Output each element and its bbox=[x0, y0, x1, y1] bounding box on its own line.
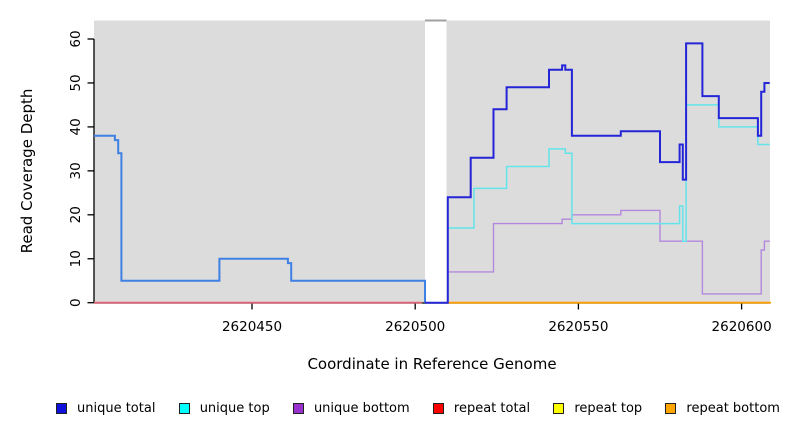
legend-item: unique bottom bbox=[292, 400, 410, 416]
legend-label: repeat bottom bbox=[686, 400, 780, 416]
x-tick-label: 2620550 bbox=[548, 319, 608, 335]
legend-item: repeat total bbox=[432, 400, 531, 416]
legend-swatch bbox=[665, 402, 677, 414]
x-axis-title: Coordinate in Reference Genome bbox=[307, 355, 556, 373]
series-line-unique-total-left-of-gap- bbox=[94, 134, 426, 303]
legend-swatch bbox=[432, 402, 444, 414]
gap-top-cap bbox=[424, 19, 447, 22]
x-tick-label: 2620450 bbox=[222, 319, 282, 335]
x-tick-label: 2620500 bbox=[385, 319, 445, 335]
legend-label: unique top bbox=[199, 400, 270, 416]
chart-legend: unique total unique top unique bottom repea… bbox=[0, 397, 792, 419]
x-tick-label: 2620600 bbox=[712, 319, 772, 335]
no-data-gap-band bbox=[424, 19, 447, 304]
legend-swatch bbox=[553, 402, 565, 414]
legend-swatch bbox=[178, 402, 190, 414]
y-tick-label: 20 bbox=[68, 206, 84, 223]
legend-item: repeat top bbox=[553, 401, 642, 416]
y-axis-title: Read Coverage Depth bbox=[18, 89, 36, 254]
y-tick-label: 30 bbox=[68, 162, 84, 179]
legend-label: repeat total bbox=[453, 400, 531, 416]
tick-labels: 2620450 2620500 2620550 2620600 0 10 20 30 40 50 6… bbox=[68, 30, 772, 335]
legend-label: repeat top bbox=[574, 400, 643, 416]
series-lines bbox=[94, 42, 771, 304]
legend-label: unique total bbox=[77, 400, 156, 416]
y-tick-label: 60 bbox=[68, 30, 84, 47]
series-line-unique-bottom bbox=[447, 209, 770, 303]
y-tick-label: 50 bbox=[68, 74, 84, 91]
y-tick-label: 40 bbox=[68, 118, 84, 135]
legend-item: unique total bbox=[56, 401, 155, 416]
gap-white-band bbox=[424, 20, 447, 304]
y-tick-label: 10 bbox=[68, 250, 84, 267]
legend-label: unique bottom bbox=[313, 400, 410, 416]
series-line-unique-total-right-of-gap- bbox=[425, 42, 770, 304]
legend-item: unique top bbox=[178, 400, 270, 416]
legend-swatch bbox=[56, 402, 67, 414]
y-tick-label: 0 bbox=[68, 298, 84, 307]
legend-swatch bbox=[292, 402, 304, 414]
legend-item: repeat bottom bbox=[665, 401, 780, 416]
